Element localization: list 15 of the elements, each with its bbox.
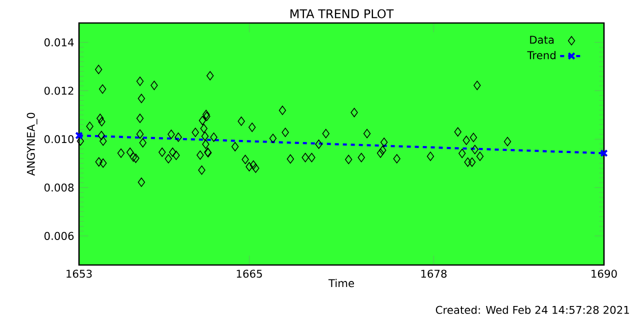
y-tick-label: 0.014 — [44, 38, 74, 46]
x-tick-label: 1690 — [592, 270, 617, 278]
legend-label: Trend — [527, 50, 556, 60]
y-tick-label: 0.006 — [44, 232, 74, 240]
x-tick-label: 1653 — [66, 270, 92, 278]
chart-title: MTA TREND PLOT — [290, 9, 394, 18]
x-tick-label: 1665 — [236, 270, 262, 278]
y-axis-title: ANGYNEA_0 — [26, 112, 38, 176]
x-tick-label: 1678 — [421, 270, 447, 278]
y-tick-label: 0.012 — [44, 86, 74, 95]
text: Created: Wed Feb 24 14:57:28 2021 — [436, 306, 629, 314]
y-tick-label: 0.008 — [44, 184, 74, 192]
x-axis-title: Time — [328, 278, 354, 288]
legend-label: Data — [530, 36, 554, 44]
y-tick-label: 0.010 — [44, 135, 74, 144]
